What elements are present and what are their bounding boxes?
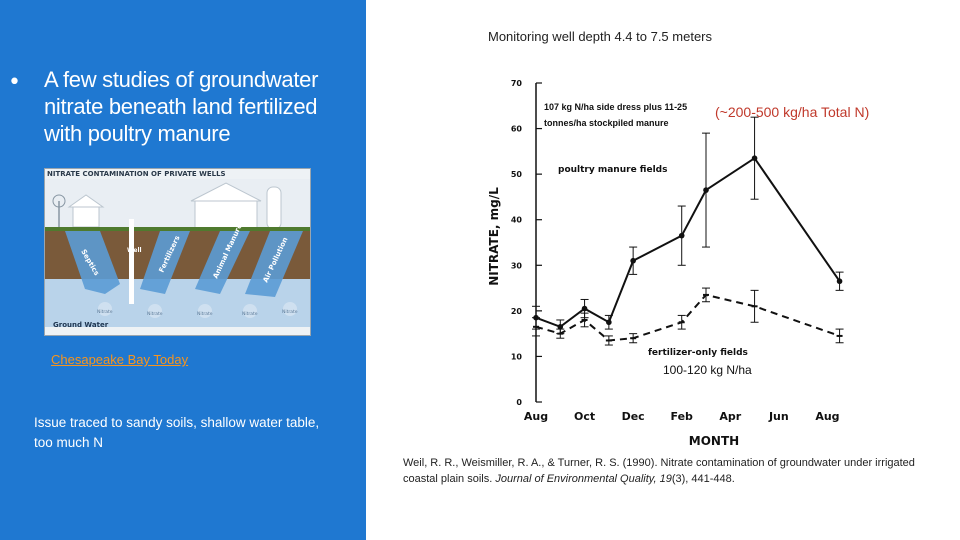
left-panel: • A few studies of groundwater nitrate b…	[0, 0, 366, 540]
manure-data-point	[836, 278, 843, 285]
manure-data-point	[703, 187, 709, 193]
manure-data-point	[606, 319, 612, 326]
total-n-annotation: (~200-500 kg/ha Total N)	[715, 104, 870, 120]
house-icon	[72, 204, 100, 228]
well-pipe	[129, 219, 134, 304]
illustration-title: NITRATE CONTAMINATION OF PRIVATE WELLS	[47, 170, 226, 178]
nitrate-chart: 0 10 20 30 40 50 60 70 Aug Oct Dec Feb Apr Jun Aug MONT…	[487, 79, 844, 448]
manure-data-point	[630, 257, 636, 264]
drip-label: Nitrate	[197, 311, 213, 317]
x-tick-label: Feb	[671, 410, 694, 423]
drip-label: Nitrate	[97, 309, 113, 315]
manure-data-point	[557, 324, 564, 330]
x-tick-label: Oct	[574, 410, 595, 423]
silo-icon	[266, 186, 282, 230]
y-axis-label: NITRATE, mg/L	[487, 187, 501, 286]
y-tick-label: 70	[511, 79, 523, 88]
well-label: Well	[127, 247, 142, 254]
issue-text: Issue traced to sandy soils, shallow wat…	[34, 415, 320, 450]
citation-issue-pages: (3), 441-448.	[671, 473, 735, 485]
x-tick-label: Aug	[815, 410, 839, 423]
animal-manure-arrow	[195, 231, 250, 294]
legend-manure-label: poultry manure fields	[558, 165, 667, 175]
citation: Weil, R. R., Weismiller, R. A., & Turner…	[403, 455, 923, 487]
manure-series-line	[535, 156, 841, 328]
manure-data-point	[581, 305, 588, 312]
nitrate-drip	[283, 302, 297, 316]
y-tick-label: 40	[511, 216, 523, 225]
fertilizers-arrow	[140, 231, 190, 294]
chesapeake-bay-today-link[interactable]: Chesapeake Bay Today	[51, 352, 189, 367]
well-depth-caption: Monitoring well depth 4.4 to 7.5 meters	[488, 29, 713, 44]
legend-fertilizer-label: fertilizer-only fields	[648, 348, 748, 358]
chart-axes	[535, 82, 542, 403]
x-tick-label: Jun	[768, 410, 789, 423]
nitrate-drip	[243, 304, 257, 318]
y-tick-label: 60	[511, 125, 523, 134]
x-axis-label: MONTH	[689, 434, 739, 448]
barn-roof-icon	[190, 182, 262, 202]
x-tick-label: Dec	[622, 410, 645, 423]
citation-journal: Journal of Environmental Quality, 19	[495, 473, 672, 485]
fertilizer-rate-annotation: 100-120 kg N/ha	[663, 363, 752, 377]
drip-label: Nitrate	[242, 311, 258, 317]
drip-label: Nitrate	[282, 309, 298, 315]
manure-data-point	[751, 155, 758, 161]
chart-series	[532, 116, 844, 346]
well-contamination-illustration: Septics Fertilizers Animal Manure Air Po…	[44, 168, 311, 336]
groundwater-caption: Ground Water	[53, 321, 109, 329]
house-roof-icon	[67, 194, 105, 208]
grass-strip	[45, 227, 310, 231]
septics-arrow	[65, 231, 120, 294]
barn-icon	[194, 198, 258, 230]
headline: A few studies of groundwater nitrate ben…	[44, 67, 319, 146]
bullet: •	[8, 70, 21, 95]
nitrate-drip	[98, 302, 112, 316]
nitrate-drip	[148, 304, 162, 318]
x-tick-label: Aug	[524, 410, 548, 423]
y-tick-label: 20	[511, 307, 523, 316]
y-tick-label: 30	[511, 261, 523, 270]
manure-rate-annotation: 107 kg N/ha side dress plus 11-25	[544, 102, 687, 112]
chart-labels: 0 10 20 30 40 50 60 70 Aug Oct Dec Feb Apr Jun Aug MONT…	[487, 79, 840, 448]
citation-authors: Weil, R. R., Weismiller, R. A., & Turner…	[403, 457, 915, 485]
y-tick-label: 10	[511, 352, 523, 361]
drip-label: Nitrate	[147, 311, 163, 317]
manure-rate-annotation-line2: tonnes/ha stockpiled manure	[544, 118, 669, 128]
y-tick-label: 0	[516, 398, 522, 407]
y-tick-label: 50	[511, 170, 523, 179]
illustration-drawing: Septics Fertilizers Animal Manure Air Po…	[45, 179, 310, 327]
air-pollution-arrow	[245, 231, 303, 297]
x-tick-label: Apr	[719, 410, 741, 423]
nitrate-drip	[198, 304, 212, 318]
manure-data-point	[678, 232, 685, 239]
